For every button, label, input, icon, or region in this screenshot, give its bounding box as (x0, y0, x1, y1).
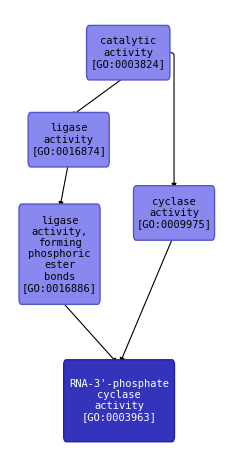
Text: catalytic
activity
[GO:0003824]: catalytic activity [GO:0003824] (91, 37, 166, 69)
FancyBboxPatch shape (87, 25, 170, 80)
Text: RNA-3'-phosphate
cyclase
activity
[GO:0003963]: RNA-3'-phosphate cyclase activity [GO:00… (69, 379, 169, 423)
Text: ligase
activity,
forming
phosphoric
ester
bonds
[GO:0016886]: ligase activity, forming phosphoric este… (22, 216, 97, 293)
Text: cyclase
activity
[GO:0009975]: cyclase activity [GO:0009975] (136, 197, 212, 229)
FancyBboxPatch shape (28, 113, 109, 167)
FancyBboxPatch shape (19, 204, 100, 304)
FancyBboxPatch shape (134, 186, 215, 240)
FancyBboxPatch shape (64, 360, 174, 442)
Text: ligase
activity
[GO:0016874]: ligase activity [GO:0016874] (31, 124, 106, 156)
